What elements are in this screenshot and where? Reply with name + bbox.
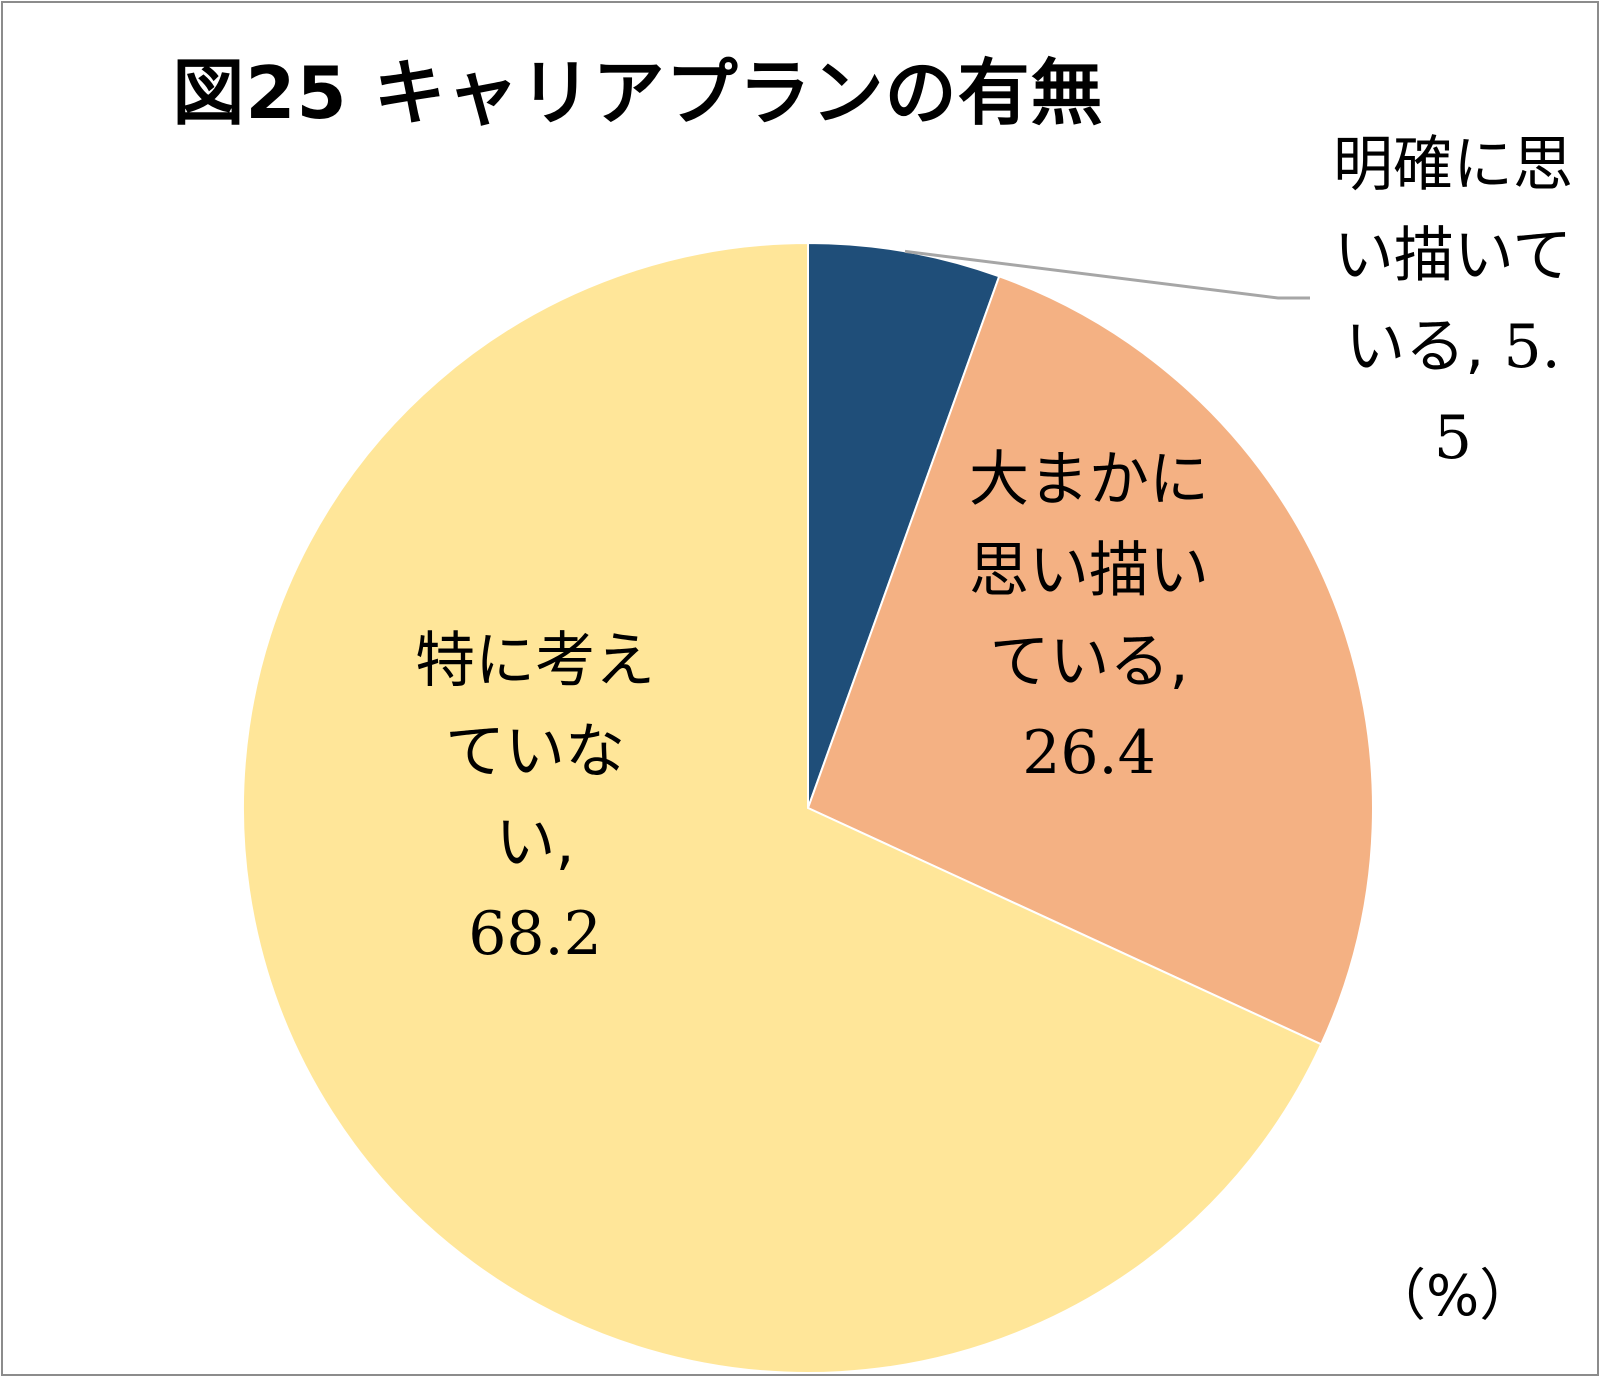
slice-value-rough-plan: 26.4 (1022, 718, 1156, 788)
slice-label-no-plan-text: 特に考えていない (415, 626, 655, 878)
pie-slice-rough-plan (806, 275, 1374, 1046)
pie-slice-no-plan (242, 241, 1323, 1374)
slice-value-clear-plan: 5.5 (1433, 312, 1561, 473)
slice-value-no-plan: 68.2 (468, 899, 602, 969)
slice-label-rough-plan: 大まかに思い描いている, 26.4 (969, 445, 1209, 788)
slice-label-clear-plan-text: 明確に思い描いている (1333, 130, 1573, 382)
unit-note: （%） (1370, 1264, 1536, 1329)
leader-line-clear-plan (904, 249, 1310, 300)
slice-label-clear-plan: 明確に思い描いている, 5.5 (1333, 130, 1573, 473)
slice-label-no-plan: 特に考えていない, 68.2 (415, 626, 655, 969)
chart-title: 図25 キャリアプランの有無 (172, 51, 1104, 135)
slice-label-rough-plan-text: 大まかに思い描いている (969, 445, 1209, 697)
